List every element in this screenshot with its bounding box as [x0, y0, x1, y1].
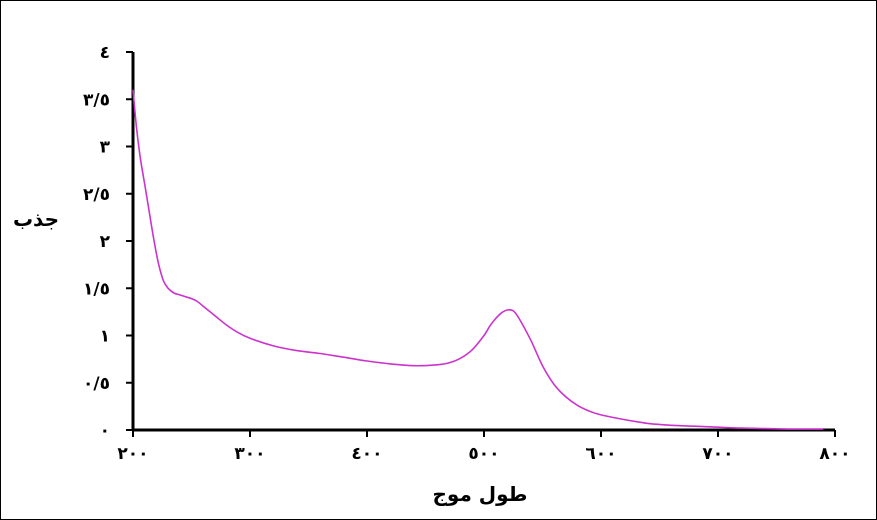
x-tick-label: ۷۰۰ [702, 444, 733, 464]
x-ticks: ۲۰۰ ۳۰۰ ٤۰۰ ٥۰۰ ٦۰۰ ۷۰۰ ۸۰۰ [117, 430, 851, 464]
series-layer [132, 89, 824, 430]
absorbance-series-line [132, 89, 824, 430]
y-tick-label: ۳/٥ [83, 90, 110, 110]
x-tick-label: ٥۰۰ [468, 444, 499, 464]
y-axis-title: جذب [13, 207, 59, 231]
y-tick-label: ۳ [100, 138, 111, 158]
x-tick-label: ۲۰۰ [117, 444, 148, 464]
y-ticks: ۰ ۰/٥ ۱ ۱/٥ ۲ ۲/٥ ۳ ۳/٥ ٤ [83, 43, 133, 441]
y-tick-label: ۱ [100, 327, 110, 347]
x-axis-title: طول موج [432, 482, 527, 506]
y-tick-label: ٤ [100, 43, 110, 63]
x-tick-label: ٤۰۰ [351, 444, 382, 464]
y-tick-label: ۱/٥ [83, 279, 110, 299]
y-tick-label: ۲/٥ [83, 185, 110, 205]
x-tick-label: ۳۰۰ [234, 444, 265, 464]
x-tick-label: ۸۰۰ [819, 444, 850, 464]
x-tick-label: ٦۰۰ [585, 444, 616, 464]
axes [131, 52, 835, 432]
y-tick-label: ۰/٥ [83, 374, 110, 394]
y-tick-label: ۲ [100, 232, 111, 252]
y-tick-label: ۰ [100, 421, 110, 441]
